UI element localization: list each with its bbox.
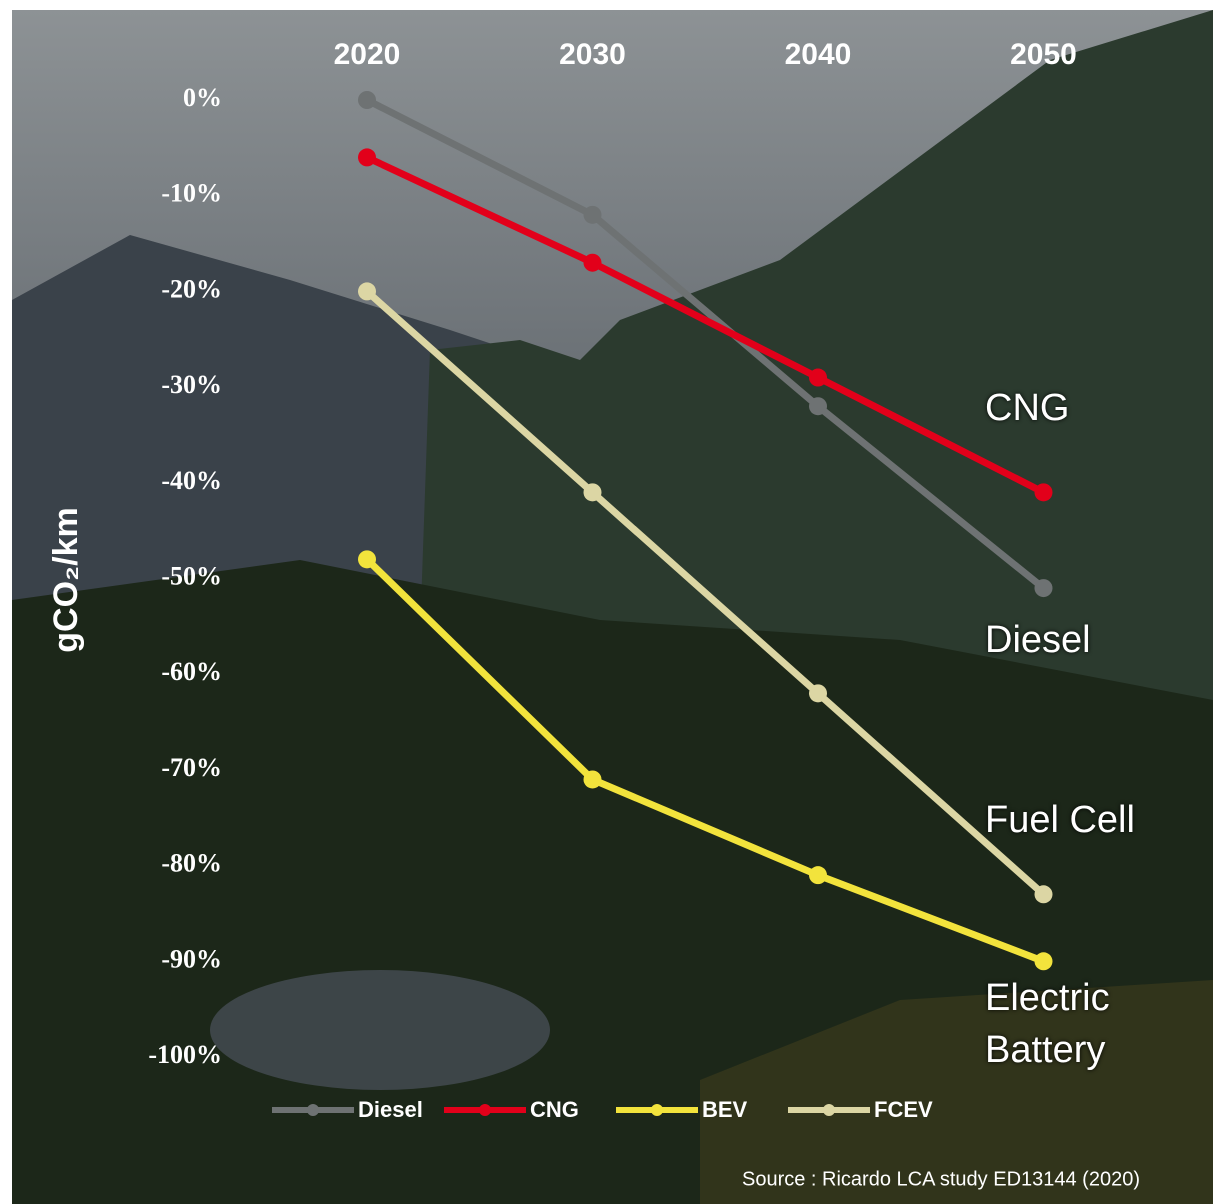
x-tick-label: 2020 <box>334 38 401 71</box>
annotation: CNG <box>985 387 1070 429</box>
series-marker <box>1034 952 1053 971</box>
trees <box>700 980 1213 1204</box>
series-marker <box>1034 885 1053 904</box>
y-tick-label: -70% <box>161 753 222 782</box>
series-marker <box>583 253 602 272</box>
series-marker <box>809 397 827 416</box>
series-line <box>364 556 1045 965</box>
series-line <box>365 154 1046 496</box>
legend-swatch <box>823 1104 835 1116</box>
series-marker <box>583 483 602 502</box>
series-marker <box>358 148 376 167</box>
y-tick-label: -50% <box>161 561 222 590</box>
series-marker <box>583 770 602 789</box>
lake <box>210 970 550 1090</box>
legend-swatch <box>479 1104 491 1116</box>
y-tick-label: 0% <box>183 83 222 112</box>
series-marker <box>358 91 376 109</box>
x-tick-label: 2050 <box>1010 38 1077 71</box>
series-line <box>364 288 1046 897</box>
series-marker <box>1034 579 1053 598</box>
y-tick-label: -20% <box>161 274 222 303</box>
series-marker <box>358 550 376 569</box>
annotation: Diesel <box>985 619 1091 661</box>
y-tick-label: -30% <box>161 370 222 399</box>
y-tick-label: -10% <box>161 179 222 208</box>
x-tick-label: 2030 <box>559 38 626 71</box>
y-tick-label: -60% <box>161 657 222 686</box>
legend-label: Diesel <box>358 1097 423 1122</box>
series-marker <box>809 684 827 703</box>
legend-label: FCEV <box>874 1097 933 1122</box>
series-marker <box>809 866 827 885</box>
legend-label: BEV <box>702 1097 748 1122</box>
legend-swatch <box>307 1104 319 1116</box>
source: Source : Ricardo LCA study ED13144 (2020… <box>742 1168 1140 1190</box>
x-tick-label: 2040 <box>785 38 852 71</box>
series-line <box>365 96 1046 591</box>
series-marker <box>1034 483 1053 502</box>
series-marker <box>583 205 602 224</box>
series-marker <box>358 282 376 301</box>
y-tick-label: -80% <box>161 849 222 878</box>
y-tick-label: -90% <box>161 944 222 973</box>
y-tick-label: -100% <box>148 1040 222 1069</box>
series-marker <box>809 368 827 387</box>
legend-swatch <box>651 1104 663 1116</box>
annotation: Electric Battery <box>985 977 1110 1071</box>
y-tick-label: -40% <box>161 466 222 495</box>
annotation: Fuel Cell <box>985 799 1135 841</box>
y-axis-label: gCO₂/km <box>47 507 85 652</box>
legend-label: CNG <box>530 1097 579 1122</box>
